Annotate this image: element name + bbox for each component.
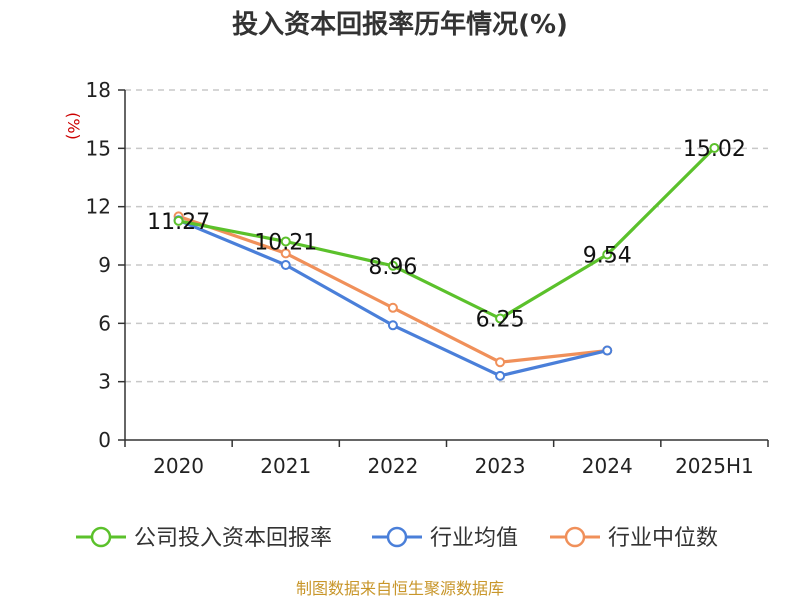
y-tick-label: 0 — [98, 428, 111, 452]
legend-item-1: 公司投入资本回报率 — [76, 526, 332, 551]
data-point — [602, 249, 613, 260]
legend-marker — [386, 526, 408, 548]
data-point — [709, 142, 720, 153]
legend: 公司投入资本回报率 行业均值 行业中位数 — [76, 526, 718, 551]
axes: 0 3 6 9 12 15 18 2020 2021 2022 2023 2024 2025H1 — [86, 78, 769, 478]
x-tick-label: 2022 — [367, 454, 418, 478]
y-tick-label: 6 — [98, 311, 111, 335]
data-point — [280, 260, 291, 270]
data-label: 9.54 — [583, 244, 632, 269]
data-point — [602, 345, 613, 356]
series-1 — [173, 142, 720, 324]
legend-marker — [90, 526, 112, 548]
data-point — [387, 260, 398, 271]
legend-label: 行业均值 — [430, 526, 518, 551]
x-tick-label: 2025H1 — [675, 454, 754, 478]
data-point — [387, 320, 398, 331]
series-line — [178, 214, 608, 364]
y-axis-unit-label: (%) — [64, 112, 83, 140]
source-note: 制图数据来自恒生聚源数据库 — [296, 579, 504, 598]
data-point — [173, 215, 184, 226]
y-tick-label: 12 — [86, 195, 111, 219]
series-line — [177, 218, 608, 378]
data-point — [280, 248, 291, 259]
data-point — [280, 236, 291, 247]
data-labels: 11.27 10.21 8.96 6.25 9.54 15.02 — [147, 137, 746, 333]
series-line — [178, 146, 716, 321]
plot-area — [173, 142, 720, 381]
data-label: 11.27 — [147, 210, 210, 235]
data-point — [495, 357, 506, 368]
y-tick-label: 15 — [86, 136, 111, 160]
data-label: 8.96 — [368, 255, 417, 280]
series-3 — [173, 211, 613, 368]
data-label: 15.02 — [683, 137, 746, 162]
x-tick-label: 2021 — [260, 454, 311, 478]
grid — [125, 89, 768, 383]
y-tick-label: 18 — [86, 78, 111, 102]
legend-label: 公司投入资本回报率 — [134, 526, 332, 551]
x-tick-label: 2023 — [475, 454, 526, 478]
series-2 — [173, 215, 613, 381]
data-point — [387, 302, 398, 313]
chart-title: 投入资本回报率历年情况(%) — [232, 9, 568, 40]
legend-item-2: 行业均值 — [372, 526, 518, 551]
legend-label: 行业中位数 — [608, 526, 718, 551]
x-tick-label: 2024 — [582, 454, 633, 478]
legend-item-3: 行业中位数 — [550, 526, 718, 551]
data-label: 6.25 — [476, 307, 525, 332]
data-point — [495, 313, 506, 324]
y-tick-label: 3 — [98, 370, 111, 394]
data-point — [495, 370, 506, 381]
x-tick-label: 2020 — [153, 454, 204, 478]
data-label: 10.21 — [254, 230, 317, 255]
y-tick-label: 9 — [98, 253, 111, 277]
legend-marker — [564, 526, 586, 548]
